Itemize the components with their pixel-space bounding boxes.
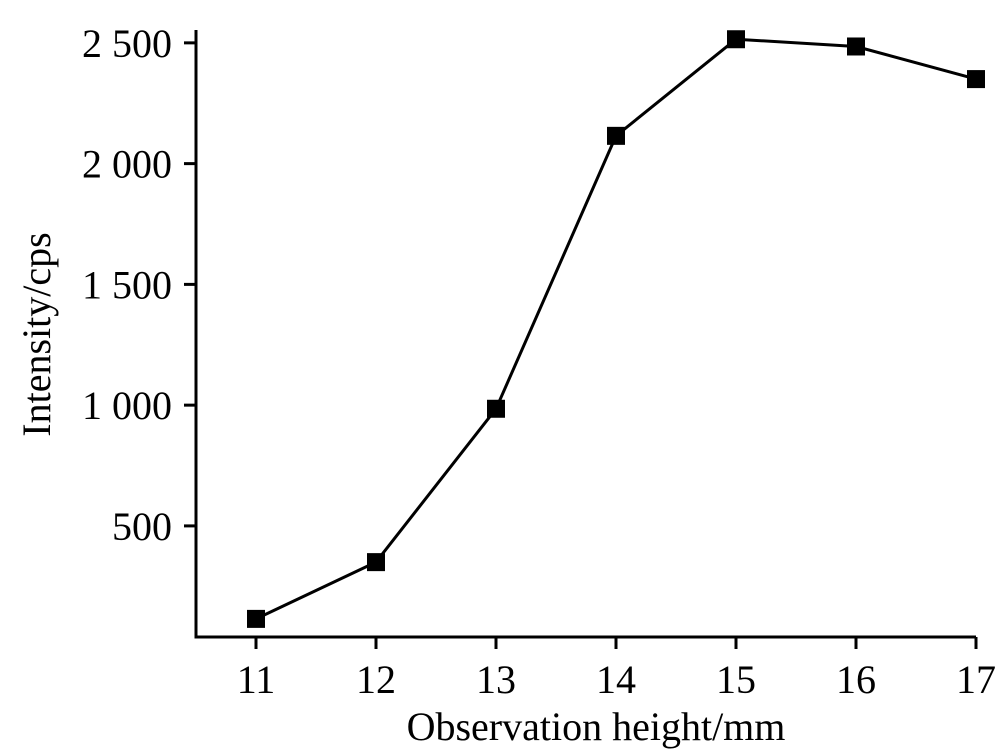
data-point-marker — [847, 37, 865, 56]
data-point-marker — [367, 553, 385, 572]
y-tick-label: 2 000 — [82, 142, 172, 187]
y-axis-title: Intensity/cps — [14, 232, 59, 436]
y-ticks: 500 1 000 1 500 2 000 2 500 — [82, 21, 196, 549]
x-tick-label: 17 — [956, 657, 996, 702]
data-point-marker — [487, 399, 505, 418]
data-point-marker — [967, 70, 985, 89]
x-tick-label: 15 — [716, 657, 756, 702]
x-tick-label: 16 — [836, 657, 876, 702]
x-tick-label: 11 — [237, 657, 276, 702]
y-tick-label: 2 500 — [82, 21, 172, 66]
x-ticks: 11 12 13 14 15 16 17 — [237, 637, 996, 702]
axes — [194, 30, 976, 639]
series-line — [255, 37, 977, 621]
data-point-marker — [247, 609, 265, 628]
x-tick-label: 12 — [356, 657, 396, 702]
data-point-marker — [727, 30, 745, 49]
x-tick-label: 14 — [596, 657, 636, 702]
series-layer — [247, 30, 985, 628]
x-tick-label: 13 — [476, 657, 516, 702]
y-tick-label: 1 500 — [82, 262, 172, 307]
y-tick-label: 1 000 — [82, 383, 172, 428]
y-tick-label: 500 — [112, 504, 172, 549]
data-point-marker — [607, 126, 625, 145]
x-axis-title: Observation height/mm — [407, 704, 786, 749]
